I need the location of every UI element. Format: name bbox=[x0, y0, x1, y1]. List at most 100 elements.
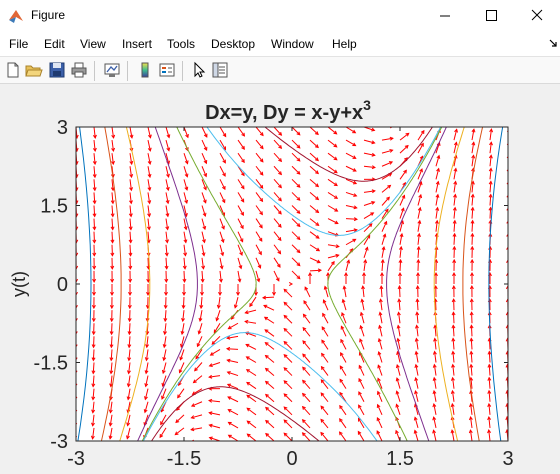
insert-colorbar-icon[interactable] bbox=[136, 61, 154, 79]
field-arrow bbox=[264, 341, 275, 350]
field-arrow bbox=[111, 140, 116, 153]
field-arrow bbox=[470, 271, 474, 284]
field-arrow bbox=[201, 205, 207, 217]
field-arrow bbox=[450, 376, 455, 389]
field-arrow bbox=[301, 432, 311, 441]
field-arrow bbox=[359, 324, 365, 337]
title-bar: Figure bbox=[0, 0, 560, 32]
field-arrow bbox=[345, 238, 357, 246]
print-icon[interactable] bbox=[70, 61, 88, 79]
field-arrow bbox=[190, 414, 203, 420]
figure-canvas: Dx=y, Dy = x-y+x3 -3 -1.5 0 1.5 3 3 1.5 0 -1.5 -3… bbox=[0, 84, 560, 474]
field-arrow bbox=[309, 152, 319, 162]
field-arrow bbox=[227, 421, 239, 429]
field-arrow bbox=[182, 270, 187, 283]
field-arrow bbox=[320, 392, 329, 403]
field-arrow bbox=[161, 388, 167, 400]
field-arrow bbox=[468, 415, 473, 428]
field-arrow bbox=[211, 335, 221, 345]
field-arrow bbox=[227, 396, 239, 403]
field-arrow bbox=[110, 218, 115, 231]
field-arrow bbox=[417, 168, 423, 180]
field-arrow bbox=[432, 363, 437, 376]
open-file-icon[interactable] bbox=[25, 61, 43, 79]
field-arrow bbox=[108, 401, 113, 414]
field-arrow bbox=[320, 379, 329, 389]
field-arrow bbox=[255, 218, 263, 229]
field-arrow bbox=[361, 285, 366, 298]
field-arrow bbox=[226, 335, 239, 340]
field-arrow bbox=[469, 402, 473, 415]
field-arrow bbox=[200, 284, 204, 297]
field-arrow bbox=[265, 432, 275, 441]
field-arrow bbox=[218, 284, 222, 297]
field-arrow bbox=[91, 375, 96, 388]
field-arrow bbox=[470, 219, 475, 232]
field-arrow bbox=[128, 284, 132, 297]
field-arrow bbox=[345, 217, 359, 222]
plot[interactable]: Dx=y, Dy = x-y+x3 -3 -1.5 0 1.5 331.50-1.5-3… bbox=[0, 84, 560, 474]
x-tick-label: -1.5 bbox=[167, 448, 201, 470]
field-arrow bbox=[342, 285, 347, 298]
field-arrow bbox=[381, 245, 386, 258]
field-arrow bbox=[301, 419, 311, 429]
field-arrow bbox=[471, 141, 476, 154]
menu-edit[interactable]: Edit bbox=[44, 37, 65, 51]
field-arrow bbox=[147, 440, 148, 441]
close-button[interactable] bbox=[514, 0, 560, 32]
field-arrow bbox=[261, 295, 275, 300]
edit-plot-icon[interactable] bbox=[190, 61, 208, 79]
field-arrow bbox=[291, 205, 301, 215]
field-arrow bbox=[381, 233, 387, 245]
menu-tools[interactable]: Tools bbox=[167, 37, 196, 51]
field-arrow bbox=[283, 393, 293, 403]
menu-insert[interactable]: Insert bbox=[122, 37, 153, 51]
menu-desktop[interactable]: Desktop bbox=[211, 37, 256, 51]
field-arrow bbox=[109, 310, 114, 323]
field-arrow bbox=[327, 218, 339, 225]
dock-arrow-icon[interactable] bbox=[548, 38, 558, 48]
field-arrow bbox=[255, 139, 264, 150]
field-arrow bbox=[381, 196, 390, 206]
property-inspector-icon[interactable] bbox=[211, 61, 229, 79]
link-plot-icon[interactable] bbox=[103, 61, 121, 79]
field-arrow bbox=[327, 205, 339, 212]
field-arrow bbox=[201, 179, 207, 191]
field-arrow bbox=[144, 362, 149, 375]
field-arrow bbox=[227, 322, 239, 330]
field-arrow bbox=[487, 376, 492, 389]
field-arrow bbox=[108, 414, 113, 427]
field-arrow bbox=[161, 375, 167, 388]
save-icon[interactable] bbox=[48, 61, 66, 79]
y-tick-label: -3 bbox=[50, 431, 68, 453]
insert-legend-icon[interactable] bbox=[158, 61, 176, 79]
field-arrow bbox=[273, 192, 282, 202]
field-arrow bbox=[414, 376, 419, 389]
field-arrow bbox=[399, 169, 407, 180]
field-arrow bbox=[225, 346, 239, 351]
menu-file[interactable]: File bbox=[9, 37, 29, 51]
menu-window[interactable]: Window bbox=[271, 37, 314, 51]
maximize-button[interactable] bbox=[468, 0, 514, 32]
x-tick-label: 3 bbox=[502, 448, 513, 470]
field-arrow bbox=[376, 403, 383, 416]
field-arrow bbox=[182, 257, 187, 270]
field-arrow bbox=[302, 340, 311, 350]
field-arrow bbox=[255, 205, 263, 216]
x-tick-label: -3 bbox=[67, 448, 85, 470]
field-arrow bbox=[76, 362, 78, 374]
minimize-button[interactable] bbox=[422, 0, 468, 32]
field-arrow bbox=[470, 245, 475, 258]
field-arrow bbox=[273, 205, 282, 215]
field-arrow bbox=[92, 257, 97, 270]
field-arrow bbox=[265, 419, 275, 429]
new-figure-icon[interactable] bbox=[4, 61, 22, 79]
field-arrow bbox=[90, 427, 95, 440]
field-arrow bbox=[414, 363, 419, 376]
menu-help[interactable]: Help bbox=[332, 37, 357, 51]
field-arrow bbox=[165, 218, 170, 231]
field-arrow bbox=[201, 218, 207, 231]
field-arrow bbox=[309, 192, 320, 201]
menu-view[interactable]: View bbox=[80, 37, 106, 51]
field-arrow bbox=[76, 323, 78, 335]
